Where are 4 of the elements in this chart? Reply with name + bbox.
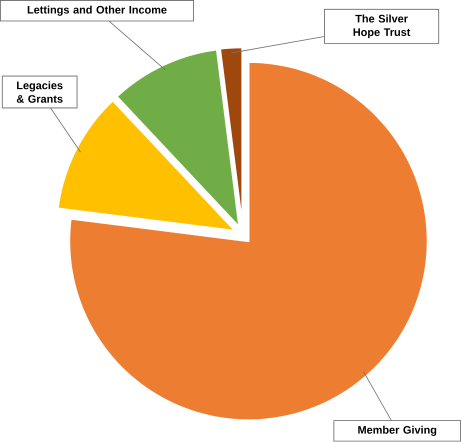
- slice-label: Member Giving: [358, 426, 436, 436]
- slice-label: Lettings and Other Income: [28, 6, 167, 16]
- slice-label: The Silver Hope Trust: [354, 14, 410, 38]
- slice-label: Legacies & Grants: [16, 81, 63, 104]
